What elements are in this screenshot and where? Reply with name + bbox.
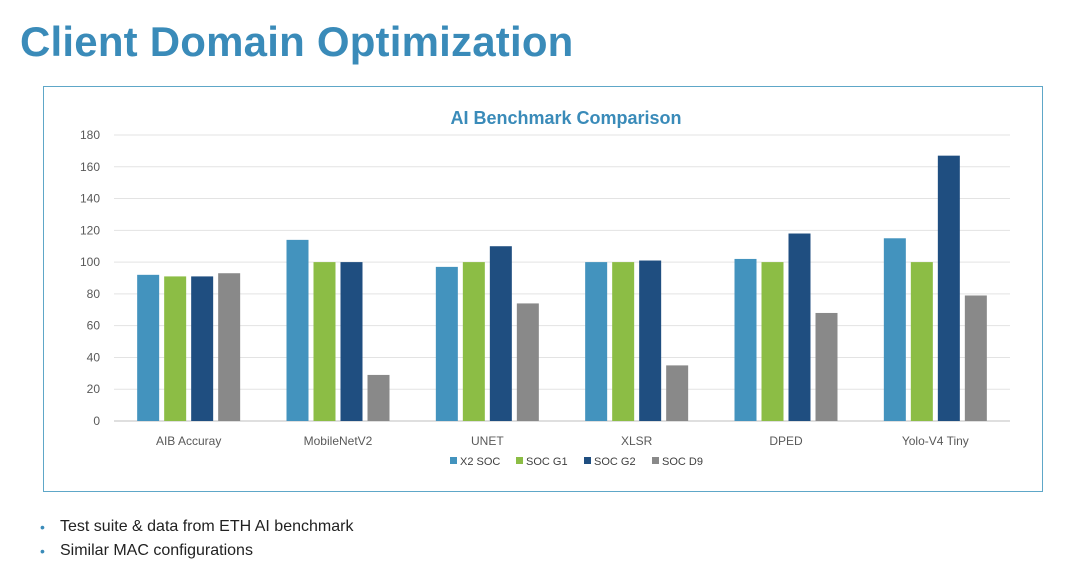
x-category-label: AIB Accuray [156, 434, 221, 448]
chart-frame: AI Benchmark Comparison 0 20 40 60 80 100 120 1… [43, 86, 1043, 492]
slide-title: Client Domain Optimization [20, 18, 574, 65]
gridlines [114, 134, 1010, 422]
legend: X2 SOC SOC G1 SOC G2 SOC D9 [450, 456, 703, 468]
bar-soc-d9 [218, 273, 241, 421]
legend-swatch [516, 457, 523, 464]
y-tick-label: 100 [80, 255, 100, 269]
bar-soc-g1 [164, 276, 187, 421]
bar-x2-soc [286, 239, 309, 421]
y-axis: 0 20 40 60 80 100 120 140 160 180 [80, 128, 100, 428]
x-category-label: UNET [471, 434, 504, 448]
legend-swatch [652, 457, 659, 464]
bar-soc-d9 [516, 303, 539, 421]
legend-label: SOC G2 [594, 456, 636, 468]
bar-soc-g2 [788, 233, 811, 421]
bar-x2-soc [734, 258, 757, 421]
bar-soc-g1 [910, 262, 933, 421]
bar-soc-g2 [191, 276, 214, 421]
bar-soc-g2 [340, 262, 363, 421]
bar-soc-d9 [964, 295, 987, 421]
x-category-label: Yolo-V4 Tiny [902, 434, 969, 448]
bar-x2-soc [137, 274, 160, 421]
bar-x2-soc [435, 266, 458, 421]
bullet-text: Test suite & data from ETH AI benchmark [60, 518, 354, 535]
legend-swatch [584, 457, 591, 464]
bar-chart: AI Benchmark Comparison 0 20 40 60 80 100 120 1… [80, 108, 1010, 468]
bullet-item: • Test suite & data from ETH AI benchmark [38, 515, 353, 539]
bar-soc-g1 [462, 262, 485, 421]
y-tick-label: 80 [87, 287, 101, 301]
y-tick-label: 0 [93, 414, 100, 428]
bar-soc-d9 [815, 312, 838, 421]
bullet-text: Similar MAC configurations [60, 542, 253, 559]
x-category-label: DPED [769, 434, 803, 448]
bullet-item: • Similar MAC configurations [38, 539, 353, 563]
y-tick-label: 40 [87, 350, 101, 364]
y-tick-label: 140 [80, 192, 100, 206]
y-tick-label: 120 [80, 223, 100, 237]
x-category-label: XLSR [621, 434, 653, 448]
legend-label: SOC D9 [662, 456, 703, 468]
y-tick-label: 160 [80, 160, 100, 174]
bar-soc-d9 [367, 374, 390, 421]
y-tick-label: 60 [87, 319, 101, 333]
bar-x2-soc [883, 238, 906, 421]
legend-swatch [450, 457, 457, 464]
y-tick-label: 180 [80, 128, 100, 142]
chart-title: AI Benchmark Comparison [450, 108, 681, 128]
bar-soc-g2 [937, 155, 960, 421]
bar-soc-g1 [761, 262, 784, 421]
bar-soc-g2 [489, 246, 512, 421]
bar-x2-soc [585, 262, 608, 421]
bars [137, 155, 987, 421]
bullet-icon: • [40, 519, 45, 535]
x-axis: AIB Accuray MobileNetV2 UNET XLSR DPED Yolo-V… [156, 434, 969, 448]
bar-soc-d9 [666, 365, 689, 421]
bullet-icon: • [40, 543, 45, 559]
y-tick-label: 20 [87, 382, 101, 396]
legend-label: SOC G1 [526, 456, 568, 468]
legend-label: X2 SOC [460, 456, 500, 468]
bar-soc-g1 [313, 262, 336, 421]
bar-soc-g1 [612, 262, 635, 421]
bullet-list: • Test suite & data from ETH AI benchmark… [38, 515, 353, 563]
x-category-label: MobileNetV2 [304, 434, 373, 448]
bar-soc-g2 [639, 260, 662, 421]
